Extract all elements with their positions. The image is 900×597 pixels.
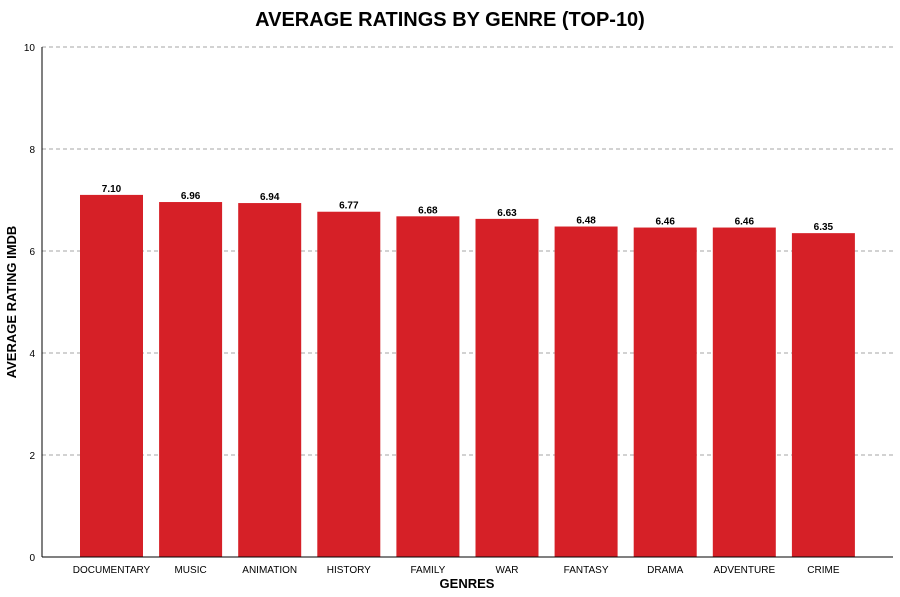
data-label: 6.77: [339, 201, 359, 212]
x-tick-label: HISTORY: [327, 565, 371, 576]
data-label: 6.94: [260, 192, 280, 203]
data-label: 7.10: [102, 184, 122, 195]
data-label: 6.63: [497, 208, 517, 219]
bar: [712, 227, 776, 558]
data-label: 6.46: [655, 217, 675, 228]
data-label: 6.68: [418, 205, 438, 216]
bar: [633, 227, 697, 558]
x-tick-label: ADVENTURE: [713, 565, 775, 576]
y-axis-title: AVERAGE RATING IMDB: [4, 226, 19, 379]
x-axis-title: GENRES: [440, 576, 495, 591]
x-tick-label: WAR: [496, 565, 519, 576]
bar: [554, 226, 618, 557]
y-tick-label: 8: [29, 145, 35, 156]
labels-layer: 7.10 DOCUMENTARY 6.96 MUSIC 6.94 ANIMATION 6.7…: [73, 184, 840, 576]
bar: [80, 194, 143, 557]
x-tick-label: DRAMA: [647, 565, 683, 576]
y-tick-label: 6: [29, 247, 35, 258]
bar: [791, 233, 855, 557]
x-tick-label: DOCUMENTARY: [73, 565, 151, 576]
y-tick-label: 0: [29, 553, 35, 564]
bars-layer: [80, 194, 855, 558]
data-label: 6.46: [735, 217, 755, 228]
y-tick-label: 2: [29, 451, 35, 462]
x-tick-label: FAMILY: [410, 565, 445, 576]
bar: [475, 218, 539, 557]
bar: [396, 216, 460, 557]
x-tick-label: CRIME: [807, 565, 840, 576]
chart-title: AVERAGE RATINGS BY GENRE (TOP-10): [255, 9, 645, 31]
bar: [159, 202, 223, 558]
x-tick-label: MUSIC: [174, 565, 206, 576]
y-tick-label: 4: [29, 349, 35, 360]
x-tick-label: ANIMATION: [242, 565, 297, 576]
x-tick-label: FANTASY: [564, 565, 609, 576]
data-label: 6.35: [814, 222, 834, 233]
bar: [317, 211, 381, 558]
data-label: 6.96: [181, 191, 201, 202]
y-tick-label: 10: [24, 43, 36, 54]
data-label: 6.48: [576, 216, 596, 227]
bar: [238, 203, 302, 557]
